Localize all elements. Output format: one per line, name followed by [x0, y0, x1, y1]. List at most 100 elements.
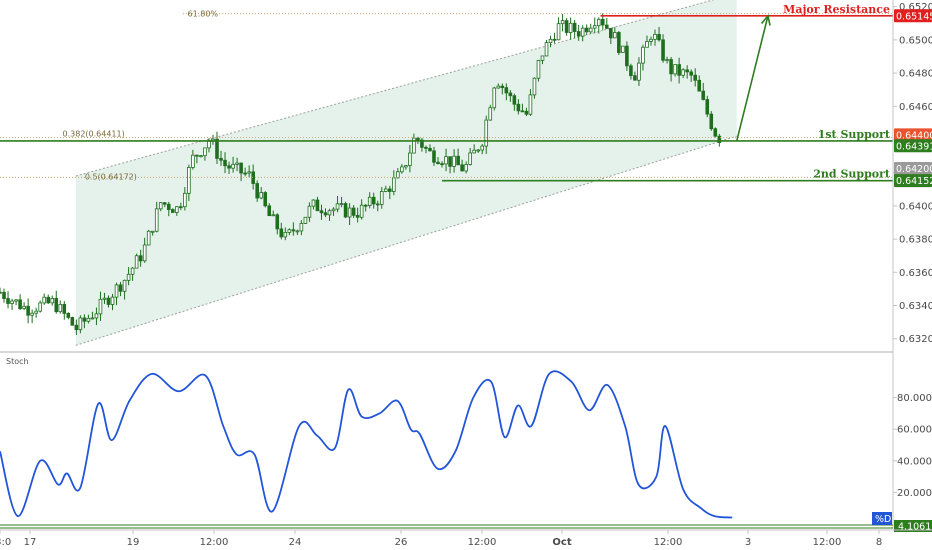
candle-body: [516, 103, 521, 112]
major-resistance-label: Major Resistance: [783, 3, 890, 16]
candle-body: [424, 146, 428, 149]
candle-body: [637, 62, 641, 81]
candle-body: [175, 206, 179, 213]
current-price-badge: [894, 128, 932, 142]
candle-body: [315, 199, 320, 212]
candle-body: [613, 32, 617, 39]
candle-body: [170, 209, 175, 213]
time-tick-label: 26: [395, 537, 408, 548]
projection-arrow: [735, 15, 769, 142]
candle-body: [576, 31, 581, 37]
candle-body: [199, 155, 203, 158]
candle-body: [629, 65, 633, 77]
candle-body: [335, 203, 340, 210]
candle-body: [472, 149, 476, 154]
candle-body: [243, 172, 247, 175]
candle-body: [392, 177, 396, 192]
candle-body: [319, 210, 324, 214]
candle-body: [34, 310, 38, 314]
candle-body: [520, 110, 525, 113]
fib-label-618: 61.80%: [188, 10, 219, 19]
time-tick-label: 3: [745, 537, 751, 548]
candle-body: [351, 207, 356, 216]
candle-body: [448, 156, 452, 167]
candle-body: [701, 90, 706, 100]
candle-body: [476, 149, 481, 152]
candle-body: [299, 223, 304, 232]
candle-body: [231, 163, 235, 169]
hidden-price-badge-text: 0.64200: [896, 164, 932, 175]
stoch-tick-labels: 80.0000 60.0000 40.0000 20.0000: [893, 393, 932, 499]
candle-body: [396, 171, 400, 179]
time-tick-label: 12:00: [200, 537, 229, 548]
candle-body: [70, 317, 75, 326]
candle-body: [604, 24, 609, 29]
candle-body: [110, 296, 115, 305]
candle-body: [383, 188, 388, 192]
candle-body: [291, 229, 296, 232]
candle-body: [653, 33, 657, 40]
time-tick-label: 12:00: [468, 537, 497, 548]
candle-body: [126, 273, 131, 281]
candle-body: [6, 298, 10, 304]
candle-body: [544, 42, 549, 57]
candle-body: [118, 284, 123, 292]
candle-body: [10, 300, 14, 304]
fib-label-500: 0.5(0.64172): [85, 172, 137, 181]
time-tick-labels: 17 19 12:00 24 26 12:00 Oct 12:00 3 12:00 8 03:0: [0, 530, 882, 548]
candle-body: [142, 244, 147, 262]
candle-body: [492, 87, 497, 109]
candle-body: [412, 137, 416, 154]
candle-body: [713, 128, 718, 137]
candle-body: [311, 199, 316, 207]
candle-body: [641, 46, 645, 64]
candle-body: [677, 64, 681, 76]
candle-body: [343, 203, 348, 218]
candle-body: [600, 18, 605, 26]
candle-body: [275, 214, 280, 230]
candle-body: [609, 27, 613, 39]
candle-body: [295, 230, 300, 233]
candle-body: [90, 317, 95, 320]
candle-body: [375, 203, 380, 206]
resistance-price-badge: [894, 9, 932, 23]
candle-body: [154, 208, 159, 232]
candle-body: [327, 210, 332, 216]
candle-body: [633, 75, 637, 81]
channel-lower-line: [75, 135, 737, 346]
time-axis[interactable]: 17 19 12:00 24 26 12:00 Oct 12:00 3 12:00 8 03:0: [0, 529, 932, 548]
candle-body: [697, 79, 702, 92]
candle-body: [86, 317, 91, 322]
candle-body: [82, 317, 87, 322]
candle-body: [227, 165, 231, 169]
current-price-badge-text: 0.64400: [896, 130, 932, 141]
candle-body: [339, 203, 344, 205]
resistance-price-badge-text: 0.65145: [896, 11, 932, 22]
candle-body: [428, 147, 432, 152]
candle-body: [219, 158, 223, 161]
support2-price-badge: [894, 174, 932, 188]
candle-body: [18, 299, 22, 310]
candle-body: [122, 279, 127, 292]
candle-body: [359, 204, 364, 218]
candle-body: [255, 183, 259, 199]
candle-body: [179, 206, 183, 209]
candle-body: [259, 192, 264, 199]
candle-body: [98, 298, 103, 315]
stoch-tick-label: 80.0000: [897, 393, 932, 404]
candle-body: [432, 150, 436, 163]
candle-body: [400, 166, 404, 173]
candle-body: [207, 140, 211, 149]
candle-body: [488, 107, 493, 121]
stoch-tick-label: 60.0000: [897, 425, 932, 436]
ascending-channel: [75, 0, 737, 346]
first-support-label: 1st Support: [818, 128, 891, 141]
